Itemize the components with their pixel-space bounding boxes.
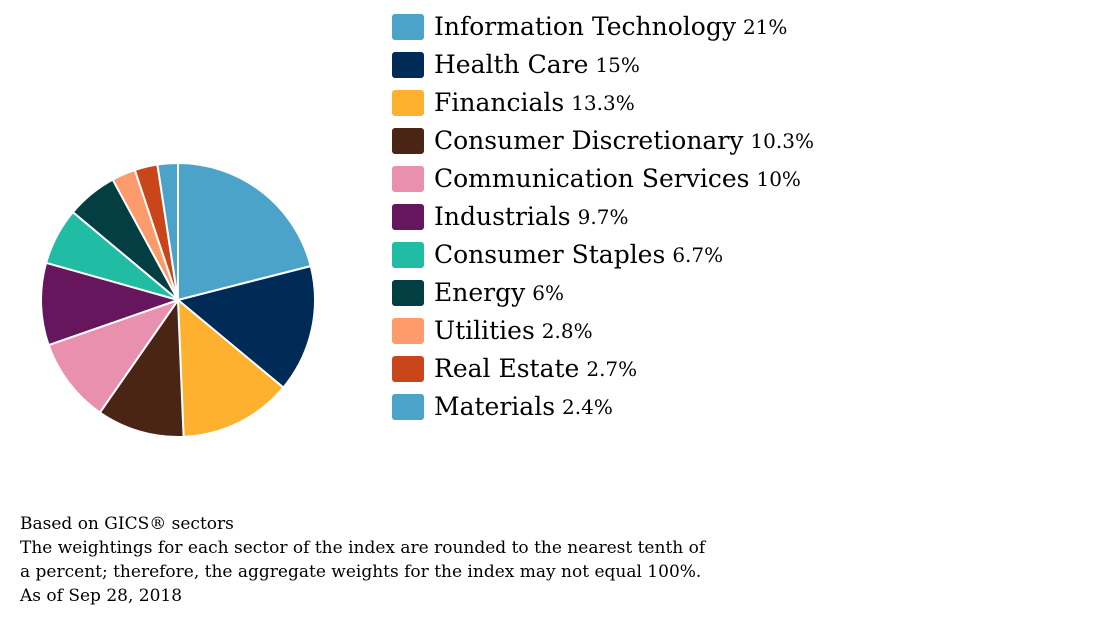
- legend-item-energy: Energy 6%: [392, 274, 814, 312]
- legend-label: Information Technology: [434, 12, 736, 41]
- legend-item-information-technology: Information Technology 21%: [392, 8, 814, 46]
- legend-value: 2.7%: [586, 357, 638, 381]
- legend-item-consumer-staples: Consumer Staples 6.7%: [392, 236, 814, 274]
- legend-value: 10.3%: [750, 129, 814, 153]
- legend-item-communication-services: Communication Services 10%: [392, 160, 814, 198]
- sector-pie-chart: [39, 162, 316, 438]
- legend-label: Utilities: [434, 316, 535, 345]
- legend-swatch: [392, 280, 424, 306]
- legend-swatch: [392, 242, 424, 268]
- sector-legend: Information Technology 21% Health Care 15% F…: [392, 8, 814, 426]
- legend-item-industrials: Industrials 9.7%: [392, 198, 814, 236]
- legend-swatch: [392, 128, 424, 154]
- legend-swatch: [392, 14, 424, 40]
- pie-slice-health-care: [177, 265, 316, 389]
- legend-value: 6%: [532, 281, 564, 305]
- legend-value: 2.4%: [562, 395, 613, 419]
- legend-value: 21%: [742, 15, 788, 39]
- pie-slice-materials: [156, 162, 179, 301]
- legend-item-utilities: Utilities 2.8%: [392, 312, 814, 350]
- legend-label: Energy: [434, 278, 526, 307]
- legend-item-consumer-discretionary: Consumer Discretionary 10.3%: [392, 122, 814, 160]
- footnote-rounding-note-line2: a percent; therefore, the aggregate weig…: [20, 562, 702, 582]
- legend-label: Materials: [434, 392, 556, 421]
- legend-value: 15%: [595, 53, 640, 77]
- legend-swatch: [392, 318, 424, 344]
- legend-label: Industrials: [434, 202, 571, 231]
- legend-label: Health Care: [434, 50, 589, 79]
- pie-slice-information-technology: [177, 162, 312, 301]
- legend-value: 2.8%: [541, 319, 593, 343]
- legend-swatch: [392, 356, 424, 382]
- legend-label: Consumer Staples: [434, 240, 666, 269]
- legend-value: 13.3%: [571, 91, 635, 115]
- legend-label: Financials: [434, 88, 565, 117]
- legend-value: 9.7%: [577, 205, 629, 229]
- legend-item-financials: Financials 13.3%: [392, 84, 814, 122]
- footnote-rounding-note-line1: The weightings for each sector of the in…: [20, 538, 706, 558]
- pie-slice-financials: [177, 299, 285, 438]
- legend-value: 10%: [756, 167, 801, 191]
- pie-slice-communication-services: [47, 299, 179, 414]
- legend-swatch: [392, 204, 424, 230]
- legend-item-real-estate: Real Estate 2.7%: [392, 350, 814, 388]
- legend-swatch: [392, 90, 424, 116]
- legend-label: Consumer Discretionary: [434, 126, 744, 155]
- pie-slice-consumer-discretionary: [98, 299, 185, 438]
- legend-swatch: [392, 394, 424, 420]
- legend-swatch: [392, 166, 424, 192]
- footnote: Based on GICS® sectors The weightings fo…: [20, 512, 800, 608]
- legend-item-materials: Materials 2.4%: [392, 388, 814, 426]
- legend-value: 6.7%: [672, 243, 724, 267]
- footnote-gics-note: Based on GICS® sectors: [20, 514, 234, 534]
- legend-label: Real Estate: [434, 354, 580, 383]
- footnote-as-of-date: As of Sep 28, 2018: [20, 586, 183, 606]
- legend-item-health-care: Health Care 15%: [392, 46, 814, 84]
- pie-slice-industrials: [39, 261, 179, 347]
- legend-swatch: [392, 52, 424, 78]
- legend-label: Communication Services: [434, 164, 750, 193]
